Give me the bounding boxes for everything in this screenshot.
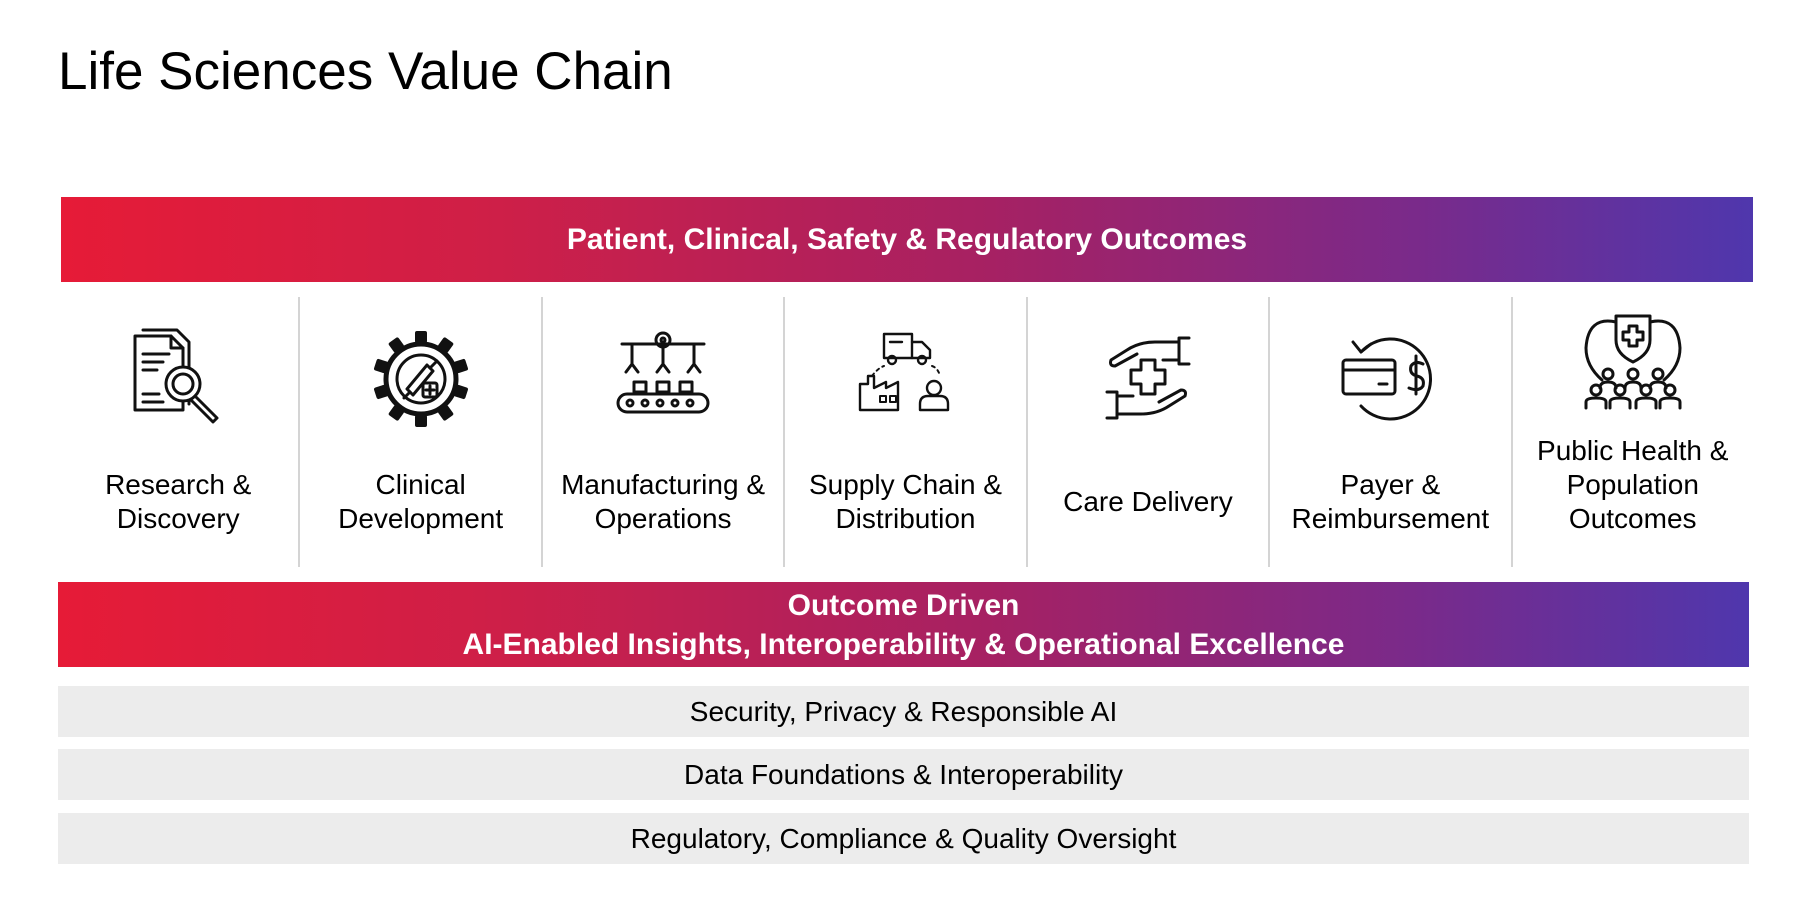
outcomes-banner: Patient, Clinical, Safety & Regulatory O… <box>61 197 1753 282</box>
stage-public-health-population-outcomes: Public Health & Population Outcomes <box>1513 297 1753 567</box>
foundation-bar-label: Security, Privacy & Responsible AI <box>689 695 1118 727</box>
stage-label: Manufacturing & Operations <box>561 469 765 534</box>
foundation-bar-security: Security, Privacy & Responsible AI <box>58 686 1749 737</box>
stage-supply-chain-distribution: Supply Chain & Distribution <box>785 297 1028 567</box>
stage-manufacturing-operations: Manufacturing & Operations <box>543 297 786 567</box>
hands-medical-cross-icon <box>1093 324 1203 434</box>
stage-label: Research & Discovery <box>105 469 252 534</box>
truck-factory-person-icon <box>850 324 960 434</box>
stage-label: Public Health & Population Outcomes <box>1537 435 1729 534</box>
value-chain-stages: Research & Discovery <box>58 297 1753 567</box>
stage-label: Care Delivery <box>1063 486 1233 517</box>
page-title: Life Sciences Value Chain <box>58 42 673 101</box>
foundation-bar-label: Data Foundations & Interoperability <box>684 758 1123 790</box>
foundation-bar-regulatory: Regulatory, Compliance & Quality Oversig… <box>58 813 1749 864</box>
document-search-icon <box>123 324 233 434</box>
stage-research-discovery: Research & Discovery <box>58 297 301 567</box>
gear-vaccine-icon <box>366 324 476 434</box>
foundation-bar-label: Regulatory, Compliance & Quality Oversig… <box>630 822 1177 854</box>
stage-payer-reimbursement: Payer & Reimbursement <box>1270 297 1513 567</box>
shield-population-icon <box>1578 314 1688 434</box>
robotic-assembly-line-icon <box>608 324 718 434</box>
card-dollar-refund-icon <box>1335 324 1445 434</box>
stage-label: Clinical Development <box>338 469 504 534</box>
outcome-driven-banner: Outcome Driven AI-Enabled Insights, Inte… <box>58 582 1749 667</box>
stage-clinical-development: Clinical Development <box>300 297 543 567</box>
foundation-bar-data: Data Foundations & Interoperability <box>58 749 1749 800</box>
outcome-driven-heading: Outcome Driven <box>787 588 1020 622</box>
stage-care-delivery: Care Delivery <box>1028 297 1271 567</box>
outcomes-banner-text: Patient, Clinical, Safety & Regulatory O… <box>566 222 1248 256</box>
stage-label: Payer & Reimbursement <box>1291 469 1490 534</box>
outcome-driven-subheading: AI-Enabled Insights, Interoperability & … <box>462 627 1345 661</box>
stage-label: Supply Chain & Distribution <box>808 469 1002 534</box>
